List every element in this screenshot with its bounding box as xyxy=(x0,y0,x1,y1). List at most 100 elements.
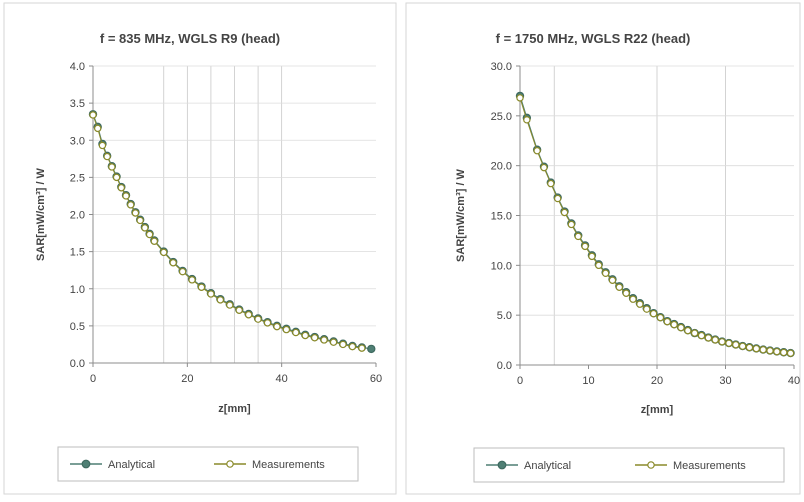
data-point-measurements xyxy=(752,344,761,353)
data-point-measurements xyxy=(108,163,116,171)
data-point-measurements xyxy=(786,349,795,357)
legend-label-measurements: Measurements xyxy=(673,460,746,472)
x-tick-label: 0 xyxy=(90,373,96,385)
y-tick-label: 20.0 xyxy=(491,161,512,173)
data-point-measurements xyxy=(310,334,319,342)
data-point-measurements xyxy=(608,276,617,284)
x-tick-label: 20 xyxy=(651,375,663,387)
legend-label-analytical: Analytical xyxy=(108,459,155,471)
data-point-measurements xyxy=(282,325,291,334)
data-point-measurements xyxy=(780,348,788,357)
legend-marker xyxy=(226,460,234,468)
data-point-measurements xyxy=(358,344,366,352)
chart-title: f = 1750 MHz, WGLS R22 (head) xyxy=(496,31,691,46)
y-tick-label: 10.0 xyxy=(491,260,512,272)
data-point-measurements xyxy=(329,338,338,346)
data-point-measurements xyxy=(131,209,140,217)
data-point-measurements xyxy=(516,94,524,102)
x-axis-label: z[mm] xyxy=(641,404,674,416)
data-point-measurements xyxy=(567,220,576,229)
data-point-measurements xyxy=(738,342,747,350)
data-point-measurements xyxy=(745,343,754,352)
chart-title: f = 835 MHz, WGLS R9 (head) xyxy=(100,31,280,46)
x-tick-label: 40 xyxy=(788,375,800,387)
data-point-measurements xyxy=(711,336,719,344)
y-tick-label: 3.0 xyxy=(70,135,85,147)
data-point-measurements xyxy=(684,326,692,335)
x-tick-label: 0 xyxy=(517,375,523,387)
data-point-measurements xyxy=(263,319,272,327)
data-point-measurements xyxy=(560,208,569,217)
y-tick-label: 2.5 xyxy=(70,172,85,184)
data-point-measurements xyxy=(112,173,121,182)
x-tick-label: 60 xyxy=(370,373,382,385)
data-point-measurements xyxy=(98,141,107,150)
data-point-measurements xyxy=(718,338,726,346)
y-tick-label: 30.0 xyxy=(491,61,512,73)
x-tick-label: 30 xyxy=(719,375,731,387)
data-point-measurements xyxy=(320,336,328,344)
y-tick-label: 1.0 xyxy=(70,284,85,296)
y-axis-label: SAR[mW/cm³] / W xyxy=(455,168,467,262)
data-point-measurements xyxy=(677,323,685,332)
data-point-measurements xyxy=(89,111,97,119)
data-point-measurements xyxy=(622,289,630,297)
data-point-measurements xyxy=(141,224,149,232)
chart-panel-1750mhz: f = 1750 MHz, WGLS R22 (head) 0.0 5.0 10.0 1… xyxy=(402,0,804,497)
data-point-measurements xyxy=(197,283,206,291)
data-point-measurements xyxy=(670,320,678,329)
data-point-measurements xyxy=(766,347,774,355)
data-point-measurements xyxy=(145,230,154,239)
data-point-measurements xyxy=(690,329,699,337)
data-point-measurements xyxy=(207,290,215,298)
data-point-measurements xyxy=(117,184,126,192)
data-point-measurements xyxy=(636,300,644,308)
y-tick-label: 1.5 xyxy=(70,247,85,259)
data-point-measurements xyxy=(615,283,624,291)
y-tick-label: 15.0 xyxy=(491,211,512,223)
x-tick-label: 40 xyxy=(276,373,288,385)
data-point-measurements xyxy=(348,342,357,351)
data-point-measurements xyxy=(150,237,159,245)
legend-label-analytical: Analytical xyxy=(524,460,571,472)
data-point-measurements xyxy=(588,252,596,261)
data-point-measurements xyxy=(663,317,671,326)
data-point-measurements xyxy=(254,315,262,323)
y-tick-label: 0.5 xyxy=(70,321,85,333)
data-point-measurements xyxy=(656,313,665,322)
y-tick-label: 2.0 xyxy=(70,210,85,222)
y-tick-label: 0.0 xyxy=(497,360,512,372)
data-point-measurements xyxy=(235,306,243,314)
data-point-measurements xyxy=(244,311,253,319)
y-axis-label: SAR[mW/cm³] / W xyxy=(35,167,47,261)
data-point-measurements xyxy=(127,201,135,209)
data-point-measurements xyxy=(725,339,733,347)
data-point-measurements xyxy=(601,269,610,278)
chart-frame xyxy=(3,2,397,495)
data-point-measurements xyxy=(188,276,196,284)
data-point-measurements xyxy=(169,259,177,267)
data-point-measurements xyxy=(178,267,187,276)
data-point-measurements xyxy=(216,296,225,304)
legend-box xyxy=(473,447,785,483)
data-point-analytical xyxy=(367,344,376,354)
data-point-measurements xyxy=(759,346,767,354)
chart-panel-835mhz: f = 835 MHz, WGLS R9 (head) 0.0 0.5 1.0 1.5 2… xyxy=(0,0,400,497)
data-point-measurements xyxy=(160,248,168,257)
y-tick-label: 25.0 xyxy=(491,111,512,123)
sar-chart-1750mhz: f = 1750 MHz, WGLS R22 (head) 0.0 5.0 10.0 1… xyxy=(405,2,801,495)
legend-label-measurements: Measurements xyxy=(252,459,325,471)
data-point-measurements xyxy=(595,261,603,270)
data-point-measurements xyxy=(773,347,781,356)
legend-marker xyxy=(497,460,507,470)
data-point-measurements xyxy=(339,340,347,349)
data-point-measurements xyxy=(103,152,111,161)
data-point-measurements xyxy=(540,163,548,172)
data-point-measurements xyxy=(136,216,144,225)
legend-marker xyxy=(647,461,655,469)
x-tick-label: 20 xyxy=(181,373,193,385)
data-point-measurements xyxy=(704,334,713,342)
legend-box xyxy=(57,446,359,482)
data-point-measurements xyxy=(94,124,102,133)
data-point-measurements xyxy=(574,232,582,241)
